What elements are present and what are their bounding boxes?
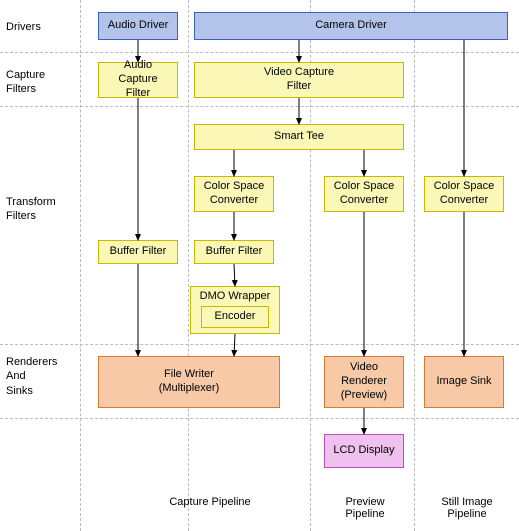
row-divider xyxy=(0,106,519,107)
col-divider xyxy=(80,0,81,531)
node-video-renderer: VideoRenderer(Preview) xyxy=(324,356,404,408)
node-smart-tee: Smart Tee xyxy=(194,124,404,150)
node-buffer-2: Buffer Filter xyxy=(194,240,274,264)
node-lcd-display: LCD Display xyxy=(324,434,404,468)
pipeline-diagram: Drivers CaptureFilters TransformFilters Ren… xyxy=(0,0,519,531)
node-image-sink: Image Sink xyxy=(424,356,504,408)
col-divider xyxy=(188,0,189,531)
row-divider xyxy=(0,418,519,419)
row-divider xyxy=(0,52,519,53)
col-label-prev-pipe: PreviewPipeline xyxy=(320,496,410,520)
col-divider xyxy=(414,0,415,531)
node-csc-3: Color SpaceConverter xyxy=(424,176,504,212)
node-csc-2: Color SpaceConverter xyxy=(324,176,404,212)
node-csc-1: Color SpaceConverter xyxy=(194,176,274,212)
node-audio-capture: Audio CaptureFilter xyxy=(98,62,178,98)
row-label-drivers: Drivers xyxy=(6,20,76,34)
node-audio-driver: Audio Driver xyxy=(98,12,178,40)
node-buffer-1: Buffer Filter xyxy=(98,240,178,264)
row-label-capture: CaptureFilters xyxy=(6,68,76,97)
node-camera-driver: Camera Driver xyxy=(194,12,508,40)
row-label-transform: TransformFilters xyxy=(6,195,76,224)
row-label-sinks: RenderersAndSinks xyxy=(6,355,76,398)
col-label-still-pipe: Still ImagePipeline xyxy=(422,496,512,520)
node-file-writer: File Writer(Multiplexer) xyxy=(98,356,280,408)
row-divider xyxy=(0,344,519,345)
node-video-capture: Video CaptureFilter xyxy=(194,62,404,98)
edge-buffer-2-to-dmo-wrapper xyxy=(234,264,235,286)
edge-dmo-wrapper-to-file-writer xyxy=(234,334,235,356)
col-label-cap-pipe: Capture Pipeline xyxy=(120,496,300,508)
node-encoder: Encoder xyxy=(201,306,269,328)
